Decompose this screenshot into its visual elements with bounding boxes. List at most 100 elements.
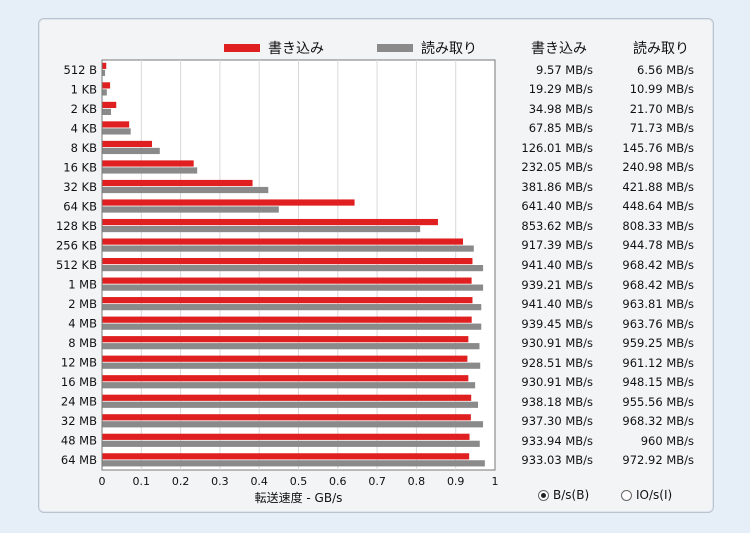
write-bar: [102, 121, 130, 128]
write-bar: [102, 375, 469, 382]
legend-write: 書き込み: [224, 38, 324, 58]
column-header-read: 読み取り: [633, 41, 689, 57]
legend-write-label: 書き込み: [268, 41, 324, 57]
read-bar: [102, 421, 484, 428]
write-bar: [102, 433, 470, 440]
write-speed-value: 930.91 MB/s: [521, 336, 593, 351]
category-label: 32 MB: [61, 414, 97, 428]
read-bar: [102, 225, 421, 233]
write-bar: [102, 414, 471, 421]
write-bar: [102, 258, 473, 265]
radio-bytes-indicator[interactable]: [538, 489, 549, 501]
category-label: 64 KB: [63, 199, 97, 213]
write-speed-value: 939.21 MB/s: [521, 277, 593, 292]
read-bar: [102, 89, 107, 96]
read-bar: [102, 186, 269, 194]
write-bar: [102, 453, 470, 460]
radio-io-per-sec[interactable]: IO/s(I): [621, 488, 672, 502]
category-label: 32 KB: [63, 180, 97, 194]
radio-io-indicator[interactable]: [621, 489, 632, 501]
write-bar: [102, 336, 469, 343]
read-bar: [102, 440, 480, 447]
write-bar: [102, 297, 473, 304]
read-bar: [102, 245, 474, 252]
category-label: 12 MB: [61, 356, 97, 370]
write-speed-value: 67.85 MB/s: [528, 121, 593, 136]
read-speed-value: 21.70 MB/s: [629, 101, 694, 116]
x-tick-label: 0.4: [250, 475, 268, 488]
read-speed-value: 240.98 MB/s: [622, 160, 694, 175]
x-tick-label: 1: [492, 475, 499, 488]
read-bar: [102, 382, 476, 389]
read-bar: [102, 362, 481, 369]
read-bar: [102, 343, 480, 350]
write-bar: [102, 277, 472, 284]
category-label: 8 KB: [71, 141, 98, 155]
write-speed-value: 941.40 MB/s: [521, 297, 593, 312]
read-speed-value: 10.99 MB/s: [629, 82, 694, 97]
category-label: 16 MB: [61, 375, 97, 389]
read-bar: [102, 401, 479, 408]
read-speed-value: 968.32 MB/s: [622, 414, 694, 429]
radio-bytes-per-sec[interactable]: B/s(B): [538, 488, 589, 502]
x-tick-label: 0.1: [133, 475, 151, 488]
read-speed-value: 963.81 MB/s: [622, 297, 694, 312]
write-bar: [102, 179, 253, 187]
read-bar: [102, 108, 112, 116]
write-bar: [102, 101, 117, 109]
write-speed-value: 917.39 MB/s: [521, 238, 593, 253]
category-label: 64 MB: [61, 453, 97, 467]
read-speed-value: 6.56 MB/s: [637, 62, 694, 77]
write-bar: [102, 82, 111, 89]
write-bar: [102, 62, 107, 69]
x-tick-label: 0.9: [447, 475, 465, 488]
radio-bytes-label: B/s(B): [553, 488, 590, 502]
write-bar: [102, 316, 472, 323]
write-speed-value: 126.01 MB/s: [521, 140, 593, 155]
read-bar: [102, 206, 279, 213]
category-label: 16 KB: [63, 160, 97, 174]
write-speed-value: 930.91 MB/s: [521, 375, 593, 390]
write-speed-value: 381.86 MB/s: [521, 179, 593, 194]
x-tick-label: 0.6: [329, 475, 347, 488]
category-label: 4 MB: [68, 317, 97, 331]
write-speed-value: 939.45 MB/s: [521, 316, 593, 331]
write-speed-value: 938.18 MB/s: [521, 394, 593, 409]
x-tick-label: 0.2: [172, 475, 190, 488]
category-label: 24 MB: [61, 395, 97, 409]
radio-io-label: IO/s(I): [636, 488, 673, 502]
category-label: 4 KB: [71, 121, 98, 135]
category-label: 48 MB: [61, 434, 97, 448]
read-bar: [102, 265, 484, 272]
write-speed-value: 928.51 MB/s: [521, 355, 593, 370]
read-speed-value: 421.88 MB/s: [622, 179, 694, 194]
category-label: 512 B: [64, 63, 98, 77]
write-bar: [102, 160, 194, 167]
read-bar: [102, 147, 160, 155]
write-speed-value: 9.57 MB/s: [536, 62, 593, 77]
legend-read-label: 読み取り: [421, 41, 477, 57]
read-bar: [102, 304, 482, 311]
column-header-write: 書き込み: [531, 41, 587, 57]
legend-read-swatch: [377, 44, 413, 52]
read-speed-value: 955.56 MB/s: [622, 394, 694, 409]
legend-write-swatch: [224, 44, 260, 52]
write-bar: [102, 394, 472, 401]
read-speed-value: 808.33 MB/s: [622, 218, 694, 233]
category-label: 1 MB: [68, 278, 97, 292]
read-speed-value: 963.76 MB/s: [622, 316, 694, 331]
x-tick-label: 0.7: [368, 475, 386, 488]
write-speed-value: 641.40 MB/s: [521, 199, 593, 214]
read-speed-value: 948.15 MB/s: [622, 375, 694, 390]
read-speed-value: 972.92 MB/s: [622, 453, 694, 468]
write-speed-value: 853.62 MB/s: [521, 218, 593, 233]
write-speed-value: 232.05 MB/s: [521, 160, 593, 175]
read-bar: [102, 323, 482, 330]
x-tick-label: 0.5: [290, 475, 308, 488]
legend-read: 読み取り: [377, 38, 477, 58]
category-label: 8 MB: [68, 336, 97, 350]
write-speed-value: 941.40 MB/s: [521, 258, 593, 272]
read-speed-value: 961.12 MB/s: [622, 355, 694, 370]
x-axis-label: 転送速度 - GB/s: [255, 490, 343, 505]
